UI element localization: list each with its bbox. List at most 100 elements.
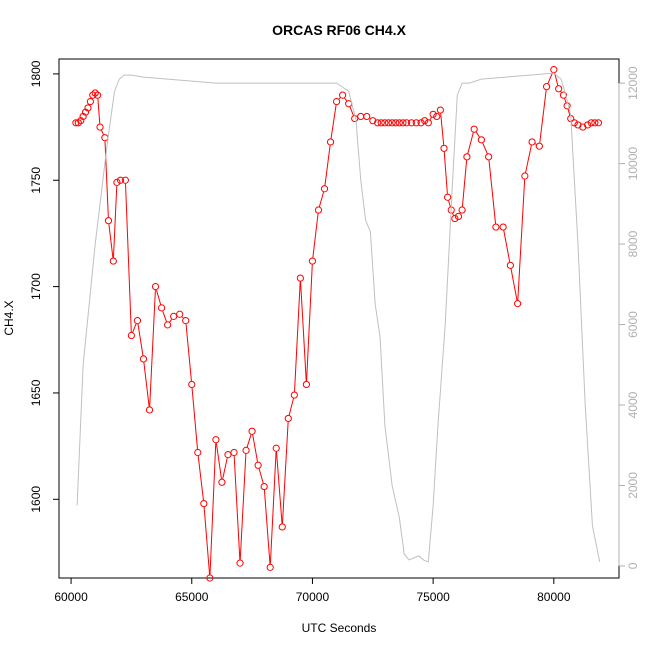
ch4-line-segment	[258, 468, 264, 484]
ch4-point	[77, 117, 85, 125]
ch4-line-segment	[467, 132, 474, 154]
ch4-point	[157, 304, 166, 312]
ch4-line-segment	[318, 191, 325, 207]
ch4-point	[574, 121, 582, 129]
ch4-line-segment	[448, 200, 451, 207]
ch4-point	[212, 436, 220, 444]
ch4-line-segment	[554, 72, 559, 86]
y-tick-label: 1650	[29, 379, 43, 406]
chart-title: ORCAS RF06 CH4.X	[272, 22, 406, 38]
altitude-line	[76, 72, 601, 563]
ch4-line-segment	[443, 151, 448, 194]
ch4-point	[182, 317, 190, 325]
ch4-line-segment	[349, 106, 354, 116]
ch4-point	[412, 119, 420, 127]
ch4-point	[139, 355, 148, 363]
ch4-point	[326, 138, 335, 146]
ch4-point	[284, 414, 292, 423]
ch4-point	[308, 257, 317, 265]
ch4-series	[72, 66, 603, 582]
ch4-line-segment	[294, 281, 301, 392]
ch4-point	[151, 282, 160, 291]
ch4-line-segment	[482, 142, 488, 154]
ch4-point	[440, 144, 448, 152]
bottom-axis: 60000 65000 70000 75000 80000	[54, 577, 571, 604]
ch4-point	[463, 153, 471, 161]
ch4-line-segment	[209, 443, 217, 575]
ch4-line-segment	[132, 323, 137, 333]
ch4-point	[96, 123, 104, 131]
ch4-point	[550, 66, 558, 74]
ch4-line-segment	[246, 434, 252, 448]
ch4-line-segment	[203, 506, 211, 575]
ch4-line-segment	[112, 185, 118, 258]
ch4-line-segment	[222, 457, 228, 479]
ch4-line-segment	[233, 455, 241, 560]
ch4-point	[424, 119, 432, 127]
ch4-line-segment	[567, 109, 571, 116]
x-tick-label: 75000	[416, 590, 450, 604]
ch4-point	[499, 223, 507, 231]
ch4-line-segment	[539, 90, 547, 143]
ch4-line-segment	[156, 289, 162, 305]
ch4-line-segment	[547, 72, 553, 84]
ch4-point	[278, 523, 286, 531]
ch4-point	[127, 331, 136, 340]
ch4-line-segment	[510, 268, 518, 301]
ch4-line-segment	[560, 91, 562, 93]
plot-area	[72, 66, 603, 582]
ch4-point	[381, 119, 389, 127]
ch4-point	[145, 406, 154, 414]
ch4-point	[388, 119, 396, 127]
x-tick-label: 70000	[296, 590, 330, 604]
ch4-point	[369, 117, 377, 125]
ch4-line-segment	[475, 131, 480, 138]
ch4-point	[94, 91, 102, 99]
ch4-line-segment	[488, 160, 497, 224]
ch4-point	[74, 119, 82, 127]
ch4-point	[188, 380, 196, 389]
ch4-line-segment	[312, 213, 319, 258]
ch4-point	[570, 119, 578, 127]
y-tick-label: 1750	[29, 167, 43, 194]
ch4-point	[399, 119, 407, 127]
ch4-point	[272, 444, 280, 452]
ch4-point	[176, 310, 184, 318]
y-tick-label: 1800	[29, 60, 43, 87]
ch4-line-segment	[330, 104, 337, 139]
ch4-point	[451, 214, 459, 223]
ch4-line-segment	[429, 117, 432, 121]
ch4-point	[260, 482, 268, 491]
ch4-point	[91, 89, 99, 97]
ch4-line-segment	[197, 455, 204, 501]
ch4-point	[194, 448, 202, 457]
ch4-line-segment	[269, 451, 277, 564]
ch4-line-segment	[101, 130, 104, 135]
ch4-point	[357, 112, 365, 121]
ch4-point	[133, 317, 142, 325]
ch4-point	[363, 112, 371, 121]
ch4-point	[302, 380, 311, 389]
ch4-line-segment	[288, 398, 294, 416]
ch4-line-segment	[503, 230, 511, 262]
ch4-point	[290, 391, 298, 399]
ch4-point	[591, 119, 599, 127]
ch4-line-segment	[149, 290, 156, 407]
ch4-line-segment	[452, 213, 454, 216]
ch4-point	[384, 119, 393, 127]
ch4-point	[296, 274, 304, 282]
ch4-point	[79, 112, 87, 121]
plot-frame	[58, 58, 620, 579]
ch4-point	[407, 119, 416, 127]
ch4-point	[535, 142, 543, 150]
ch4-point	[433, 112, 441, 121]
ch4-point	[242, 446, 250, 454]
ch4-line-segment	[215, 443, 222, 479]
ch4-point	[89, 91, 97, 99]
ch4-line-segment	[252, 434, 259, 462]
ch4-point	[492, 223, 500, 231]
ch4-point	[514, 300, 522, 308]
ch4-point	[584, 121, 592, 129]
x-tick-label: 65000	[175, 590, 209, 604]
ch4-line-segment	[239, 453, 247, 560]
